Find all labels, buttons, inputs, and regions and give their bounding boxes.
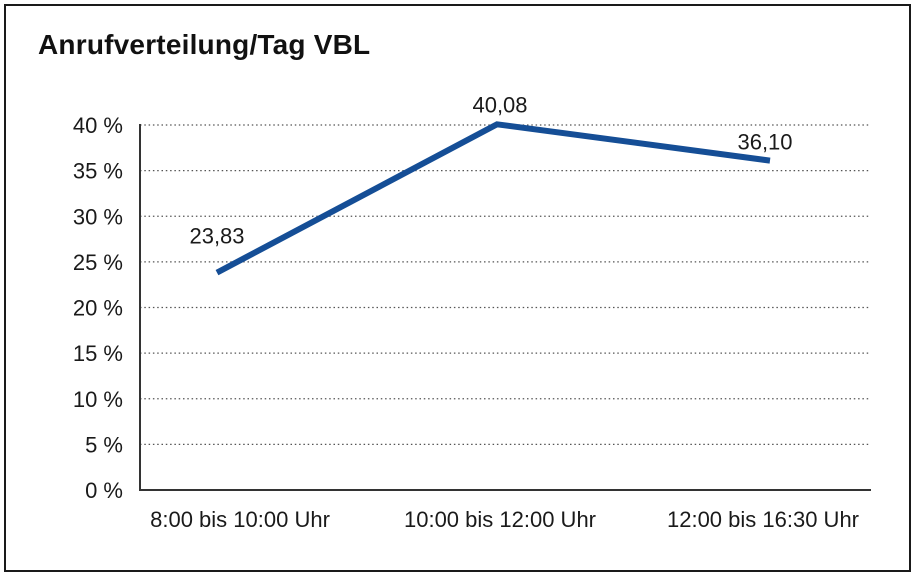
y-axis-tick-label: 40 % [73, 113, 123, 138]
y-axis-tick-label: 30 % [73, 204, 123, 229]
y-axis-tick-label: 35 % [73, 159, 123, 184]
data-point-label: 23,83 [189, 224, 244, 249]
data-line-series [215, 121, 771, 276]
data-point-label: 36,10 [737, 130, 792, 155]
y-axis-tick-label: 20 % [73, 296, 123, 321]
chart-title: Anrufverteilung/Tag VBL [38, 29, 371, 60]
y-axis-tick-label: 10 % [73, 387, 123, 412]
y-axis-tick-label: 0 % [85, 478, 123, 503]
x-axis-tick-label: 10:00 bis 12:00 Uhr [404, 507, 596, 532]
y-axis-tick-label: 25 % [73, 250, 123, 275]
y-axis-tick-label: 15 % [73, 341, 123, 366]
x-axis-tick-label: 8:00 bis 10:00 Uhr [150, 507, 330, 532]
x-axis-tick-label: 12:00 bis 16:30 Uhr [667, 507, 859, 532]
data-point-label: 40,08 [472, 92, 527, 117]
y-axis-tick-label: 5 % [85, 432, 123, 457]
